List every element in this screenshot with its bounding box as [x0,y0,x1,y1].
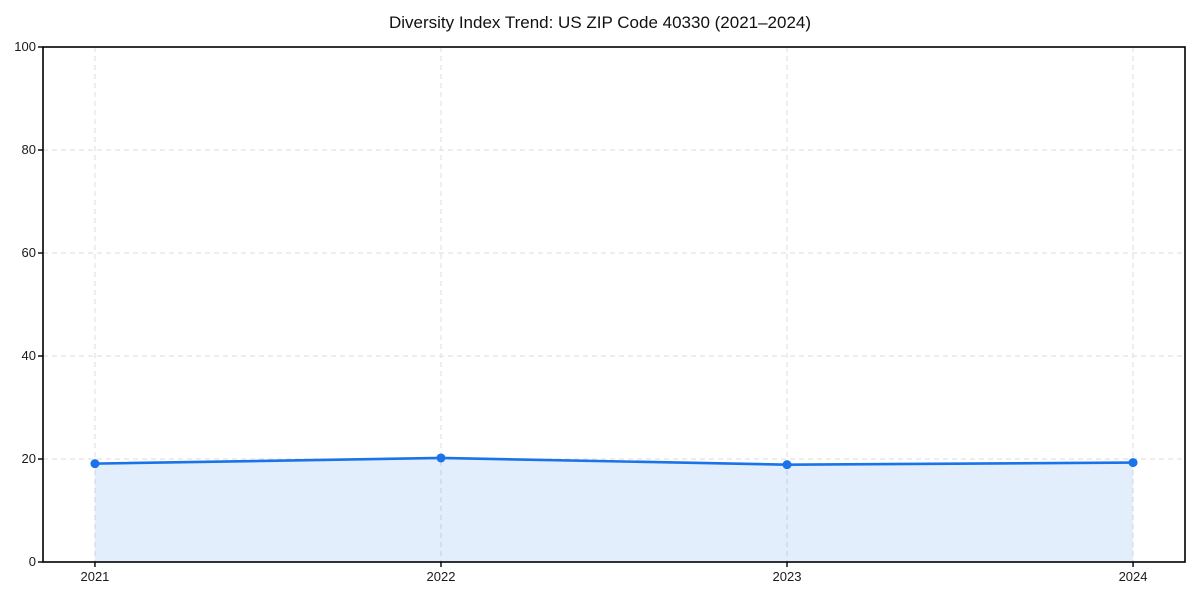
y-tick-label-80: 80 [21,142,36,157]
chart-title: Diversity Index Trend: US ZIP Code 40330… [388,13,812,32]
x-tick-label-2024: 2024 [1118,569,1148,584]
area-fill [94,457,1134,562]
plot-border [42,46,1186,563]
x-tick-label-2021: 2021 [80,569,110,584]
trend-line [93,456,1135,466]
data-point-2021 [90,459,100,469]
x-tick-label-2023: 2023 [772,569,802,584]
y-tick-label-0: 0 [28,554,36,569]
x-tick-label-2022: 2022 [426,569,456,584]
y-tick-label-20: 20 [21,451,36,466]
y-tick-label-40: 40 [21,348,36,363]
data-point-2022 [436,453,446,463]
data-point-2024 [1128,458,1138,468]
plot-area [38,46,1186,567]
data-point-2023 [782,460,792,470]
y-tick-label-60: 60 [21,245,36,260]
y-tick-label-100: 100 [14,39,36,54]
plot-canvas [38,46,1186,567]
